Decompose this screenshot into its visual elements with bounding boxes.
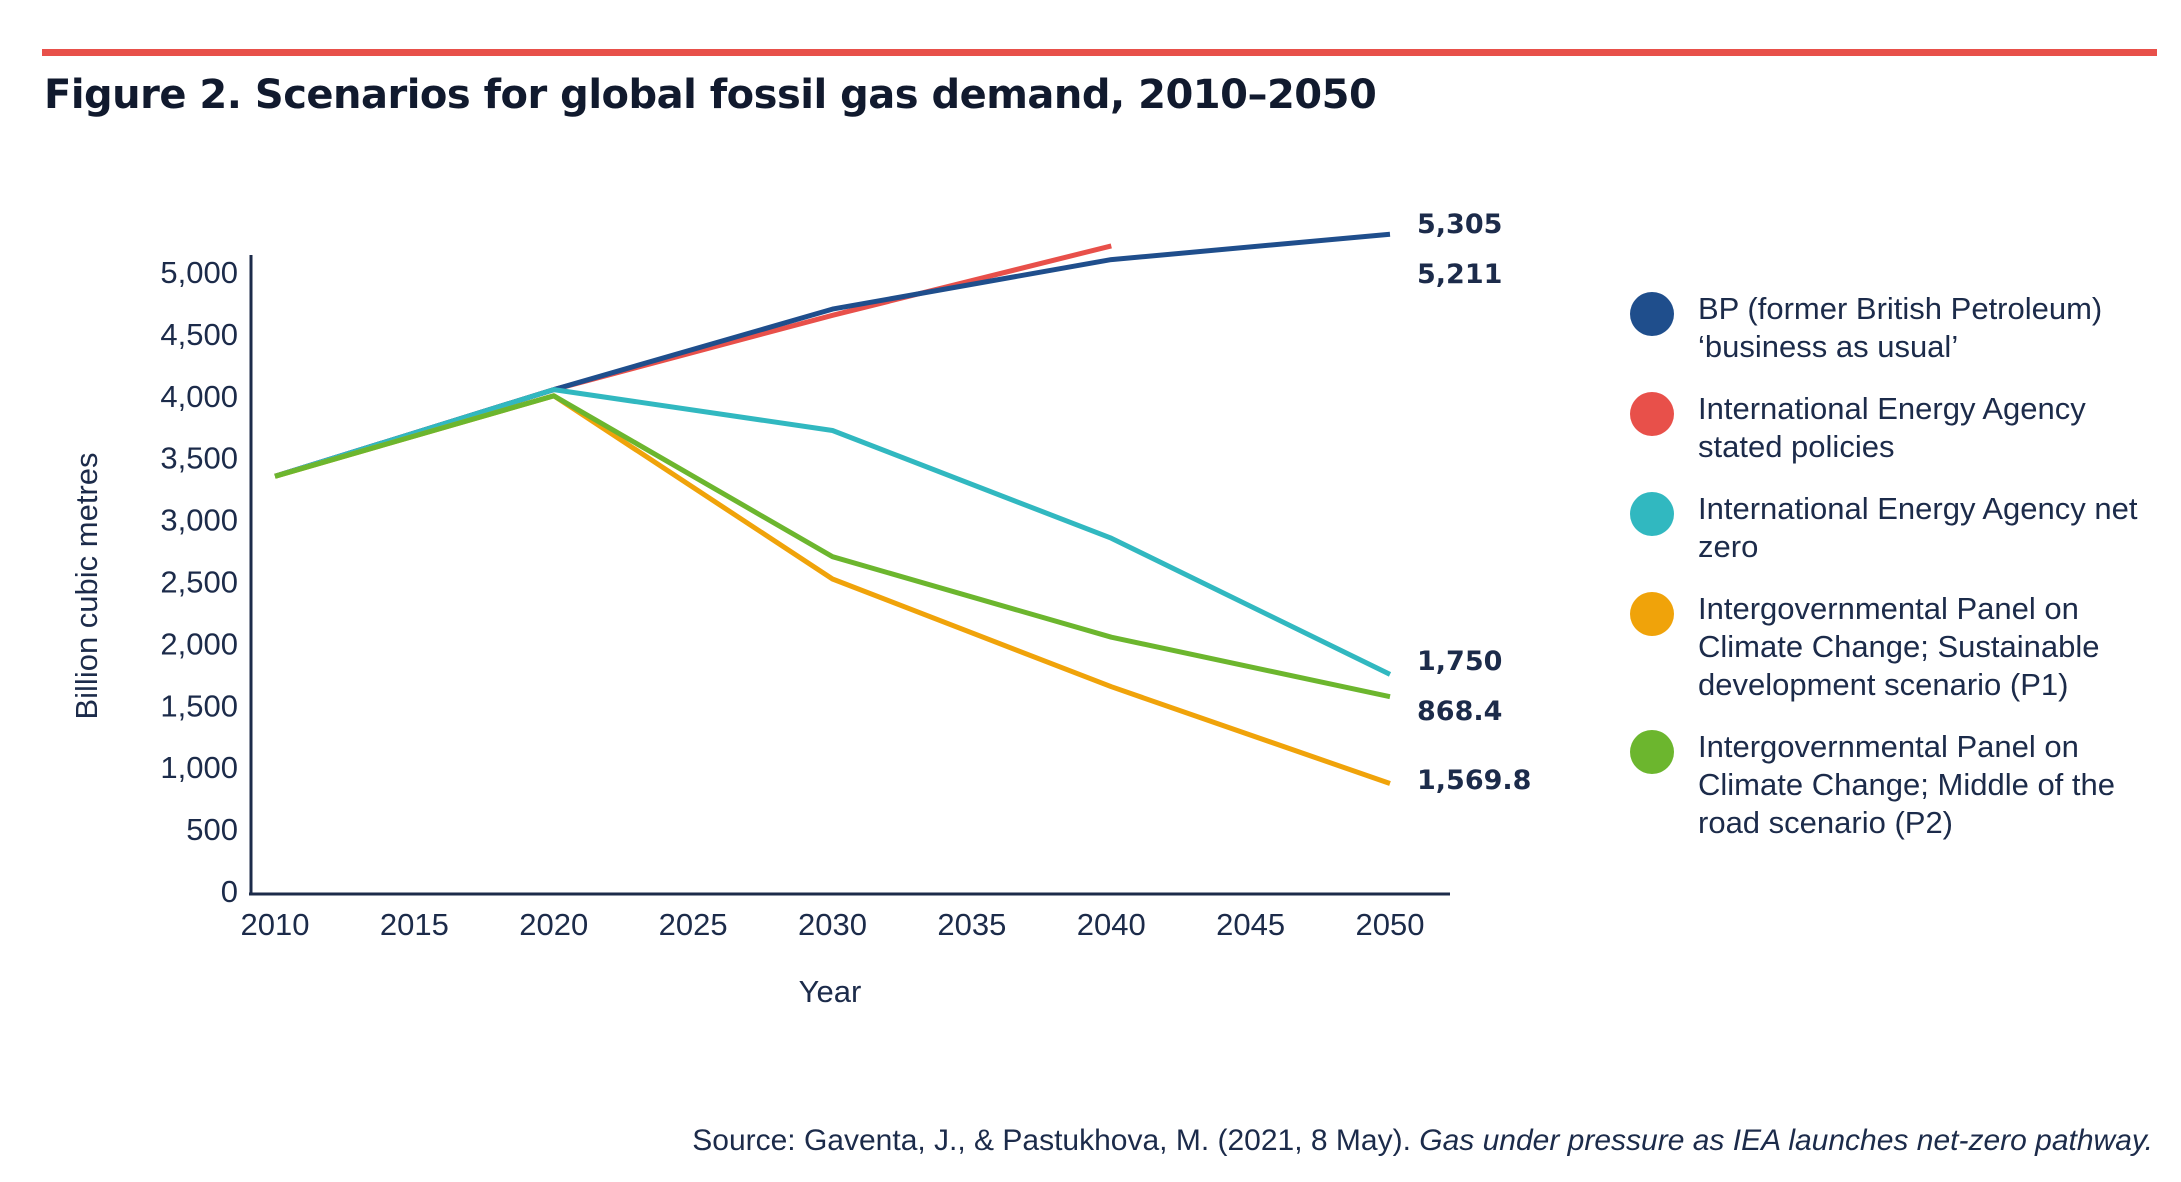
y-tick-label: 3,500 <box>160 441 238 476</box>
legend-item: International Energy Agency stated polic… <box>1630 390 2170 466</box>
y-tick-label: 5,000 <box>160 255 238 290</box>
series-end-label: 868.4 <box>1417 696 1502 727</box>
y-tick-label: 2,500 <box>160 565 238 600</box>
y-tick-label: 2,000 <box>160 626 238 661</box>
legend-label: Intergovernmental Panel on Climate Chang… <box>1698 591 2100 702</box>
y-tick-label: 1,500 <box>160 688 238 723</box>
x-axis-label: Year <box>799 974 862 1009</box>
y-tick-label: 4,500 <box>160 317 238 352</box>
x-tick-label: 2035 <box>937 907 1006 942</box>
legend-label: International Energy Agency net zero <box>1698 491 2138 564</box>
x-tick-label: 2030 <box>798 907 867 942</box>
series-end-label: 1,569.8 <box>1417 765 1531 796</box>
legend-swatch <box>1630 292 1674 336</box>
series-line <box>274 231 1391 479</box>
x-tick-label: 2020 <box>519 907 588 942</box>
series-end-label: 1,750 <box>1417 646 1502 677</box>
y-tick-label: 3,000 <box>160 503 238 538</box>
legend-item: Intergovernmental Panel on Climate Chang… <box>1630 590 2170 704</box>
chart-end-labels: 5,305 5,211 1,750 868.4 1,569.8 <box>1417 209 1531 796</box>
legend: BP (former British Petroleum) ‘business … <box>1630 290 2170 866</box>
legend-swatch <box>1630 592 1674 636</box>
chart-lines <box>274 231 1392 786</box>
series-line <box>274 387 1392 677</box>
series-line <box>274 393 1391 786</box>
x-tick-label: 2040 <box>1077 907 1146 942</box>
legend-item: BP (former British Petroleum) ‘business … <box>1630 290 2170 366</box>
legend-label: International Energy Agency stated polic… <box>1698 391 2086 464</box>
legend-swatch <box>1630 392 1674 436</box>
chart-axes: 0 500 1,000 1,500 2,000 2,500 3,000 3,500 4,000 4… <box>69 255 1450 1009</box>
series-end-label: 5,211 <box>1417 259 1502 290</box>
series-end-label: 5,305 <box>1417 209 1502 240</box>
y-tick-label: 500 <box>186 812 238 847</box>
source-text: Source: Gaventa, J., & Pastukhova, M. (2… <box>692 1124 1420 1157</box>
x-tick-label: 2010 <box>241 907 310 942</box>
y-tick-label: 1,000 <box>160 750 238 785</box>
figure-title: Figure 2. Scenarios for global fossil ga… <box>44 72 1377 118</box>
top-rule <box>42 49 2157 56</box>
y-axis-label: Billion cubic metres <box>69 452 104 719</box>
x-tick-label: 2045 <box>1216 907 1285 942</box>
source-note: Source: Gaventa, J., & Pastukhova, M. (2… <box>692 1124 2153 1158</box>
x-tick-label: 2025 <box>659 907 728 942</box>
legend-label: Intergovernmental Panel on Climate Chang… <box>1698 729 2116 840</box>
legend-swatch <box>1630 730 1674 774</box>
legend-label: BP (former British Petroleum) ‘business … <box>1698 291 2103 364</box>
y-tick-label: 4,000 <box>160 379 238 414</box>
legend-swatch <box>1630 492 1674 536</box>
source-title: Gas under pressure as IEA launches net-z… <box>1419 1124 2153 1157</box>
legend-item: Intergovernmental Panel on Climate Chang… <box>1630 728 2170 842</box>
x-tick-label: 2015 <box>380 907 449 942</box>
series-line <box>274 393 1391 700</box>
y-tick-label: 0 <box>221 874 238 909</box>
x-tick-label: 2050 <box>1356 907 1425 942</box>
legend-item: International Energy Agency net zero <box>1630 490 2170 566</box>
